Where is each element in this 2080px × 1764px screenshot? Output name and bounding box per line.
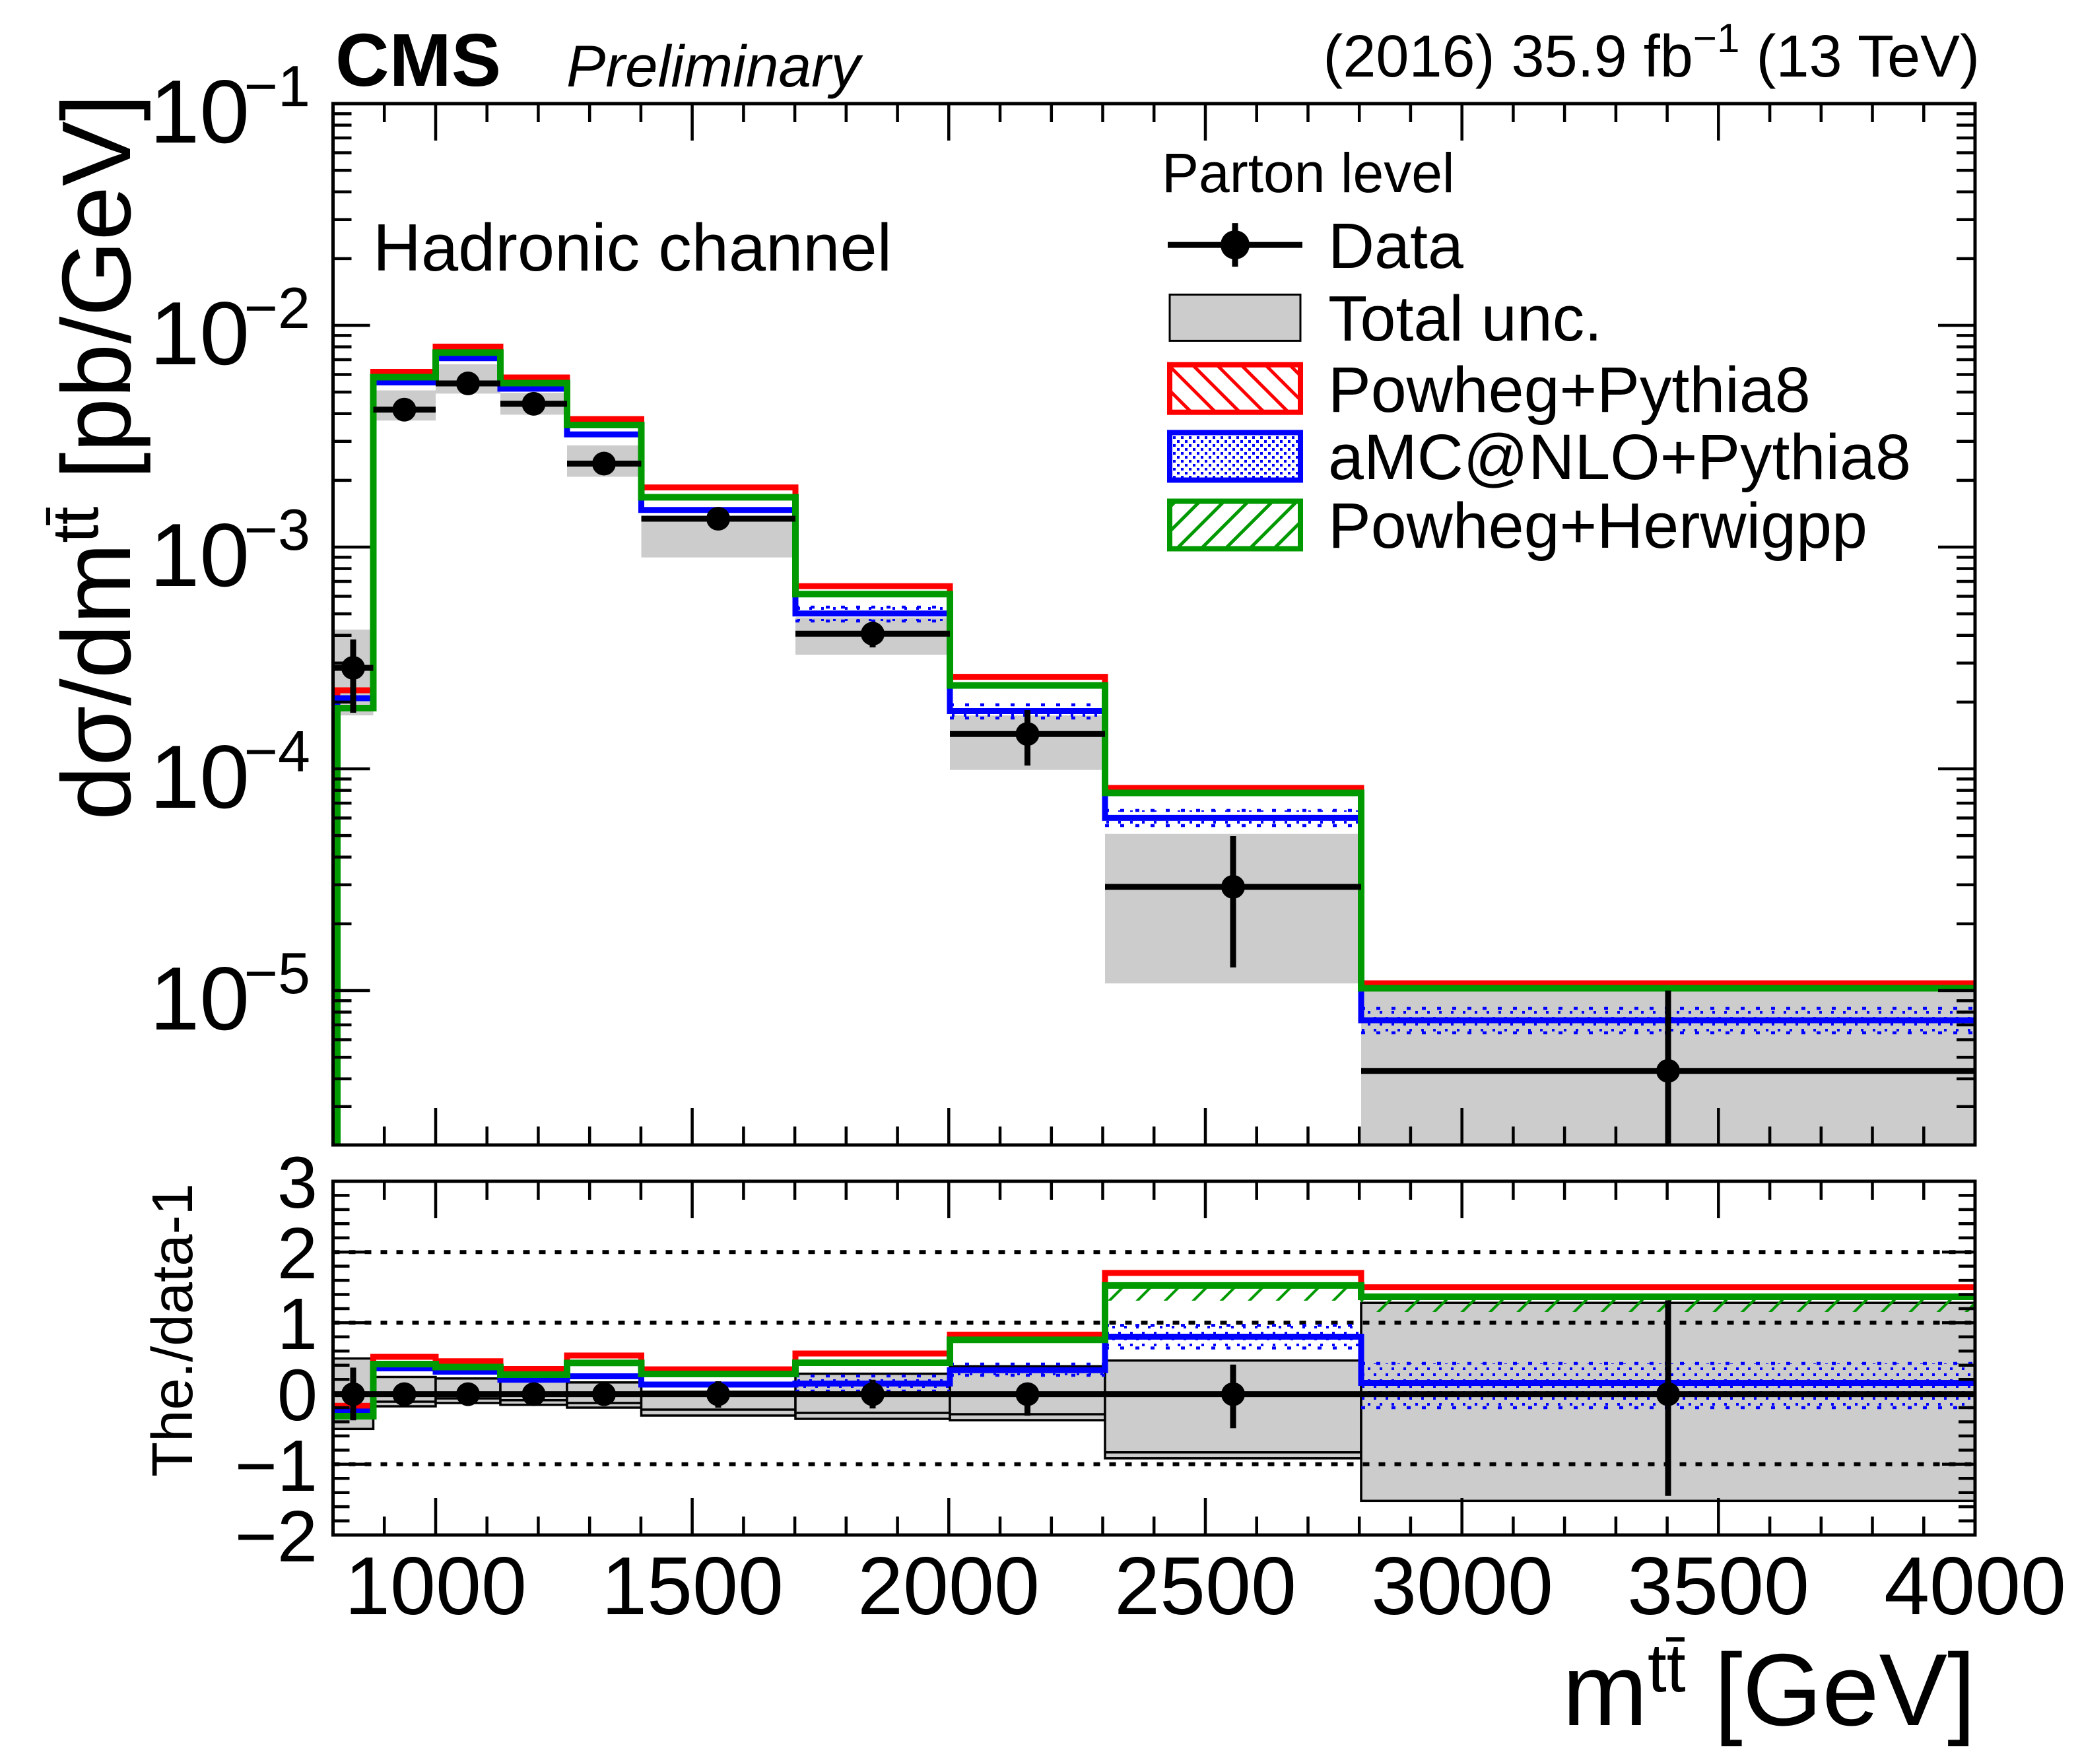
- svg-text:mtt̄ [GeV]: mtt̄ [GeV]: [1562, 1630, 1976, 1747]
- svg-text:10: 10: [150, 505, 250, 605]
- svg-text:dσ/dmtt̄ [pb/GeV]: dσ/dmtt̄ [pb/GeV]: [38, 94, 151, 820]
- svg-text:Data: Data: [1328, 210, 1463, 282]
- svg-text:10: 10: [150, 727, 250, 827]
- svg-text:−2: −2: [244, 275, 310, 341]
- svg-text:10: 10: [150, 61, 250, 162]
- svg-text:aMC@NLO+Pythia8: aMC@NLO+Pythia8: [1328, 421, 1911, 493]
- svg-text:−5: −5: [244, 940, 310, 1006]
- svg-text:−4: −4: [244, 719, 310, 784]
- svg-text:−1: −1: [244, 53, 310, 119]
- svg-text:Total unc.: Total unc.: [1328, 282, 1602, 354]
- svg-text:1000: 1000: [345, 1541, 527, 1632]
- svg-text:−2: −2: [235, 1496, 318, 1577]
- svg-text:10: 10: [150, 948, 250, 1049]
- svg-text:CMS: CMS: [335, 18, 501, 102]
- svg-text:3500: 3500: [1627, 1541, 1809, 1632]
- svg-text:Powheg+Herwigpp: Powheg+Herwigpp: [1328, 490, 1867, 562]
- svg-text:Powheg+Pythia8: Powheg+Pythia8: [1328, 354, 1811, 426]
- svg-text:3000: 3000: [1371, 1541, 1553, 1632]
- svg-text:Preliminary: Preliminary: [566, 33, 863, 99]
- svg-text:10: 10: [150, 283, 250, 383]
- svg-text:−1: −1: [235, 1425, 318, 1507]
- svg-text:2: 2: [277, 1213, 318, 1294]
- svg-text:4000: 4000: [1884, 1541, 2066, 1632]
- svg-text:Parton level: Parton level: [1162, 142, 1455, 204]
- svg-text:Hadronic channel: Hadronic channel: [373, 211, 892, 285]
- svg-text:2500: 2500: [1114, 1541, 1296, 1632]
- svg-text:The./data-1: The./data-1: [141, 1183, 205, 1477]
- svg-text:2000: 2000: [857, 1541, 1040, 1632]
- svg-text:(2016) 35.9 fb−1 (13 TeV): (2016) 35.9 fb−1 (13 TeV): [1323, 16, 1980, 90]
- svg-text:1500: 1500: [601, 1541, 784, 1632]
- svg-text:3: 3: [277, 1142, 318, 1224]
- svg-text:1: 1: [277, 1284, 318, 1365]
- svg-text:−3: −3: [244, 497, 310, 562]
- svg-text:0: 0: [277, 1355, 318, 1436]
